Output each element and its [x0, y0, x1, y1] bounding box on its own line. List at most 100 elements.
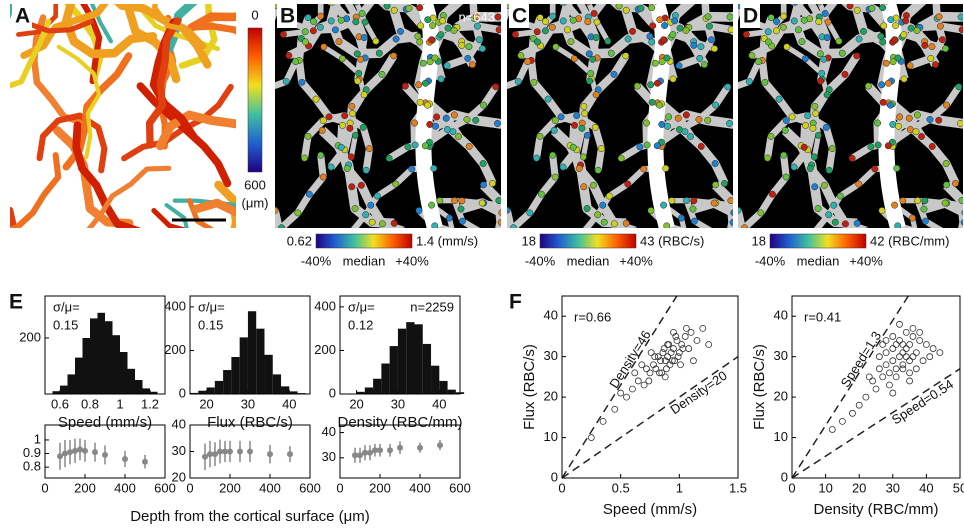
rbc-dot: [957, 241, 963, 247]
rbc-dot: [337, 16, 345, 24]
rbc-dot: [879, 98, 887, 106]
mean-point: [417, 444, 423, 451]
scatter-point: [629, 385, 636, 393]
rbc-dot: [736, 250, 742, 256]
rbc-dot: [711, 160, 719, 167]
rbc-dot: [907, 24, 915, 32]
rbc-dot: [811, 102, 819, 110]
rbc-dot: [585, 4, 591, 6]
x-tick-label: 20: [852, 480, 866, 495]
rbc-dot: [362, 211, 370, 219]
scatter-point: [912, 349, 920, 357]
scatter-point: [889, 357, 897, 365]
rbc-dot: [915, 287, 921, 293]
image-d: [711, 0, 963, 337]
rbc-dot: [817, 77, 825, 85]
rbc-dot: [894, 222, 902, 228]
rbc-dot: [415, 81, 423, 89]
rbc-dot: [864, 82, 872, 90]
y-tick-label: 200: [164, 342, 186, 357]
vessel: [187, 12, 236, 32]
x-tick-label: 0.5: [612, 480, 630, 495]
x-tick-label: 0: [186, 480, 193, 495]
scatter-point: [902, 345, 910, 352]
scatter-point: [892, 373, 900, 381]
rbc-dot: [421, 79, 429, 87]
rbc-dot: [489, 231, 495, 237]
scatter-point: [658, 369, 666, 377]
rbc-dot: [592, 91, 600, 99]
vessel: [20, 4, 109, 60]
rbc-dot: [397, 27, 404, 35]
rbc-dot: [526, 209, 534, 217]
x-axis-label: Flux (RBC/s): [207, 414, 293, 431]
colorbar-max: 43 (RBC/s): [640, 233, 704, 248]
x-axis-label: Speed (mm/s): [603, 501, 697, 518]
ref-line-label: Density=46: [606, 328, 654, 391]
colorbar-scale: +40%: [849, 253, 883, 268]
rbc-dot: [816, 50, 824, 58]
rbc-dot: [262, 86, 268, 92]
rbc-dot: [597, 145, 605, 152]
image-b: [262, 0, 501, 235]
colorbar-scale: +40%: [395, 253, 429, 268]
y-tick-label: 40: [544, 308, 558, 323]
rbc-dot: [696, 54, 704, 62]
rbc-dot: [431, 54, 439, 62]
rbc-dot: [310, 18, 317, 25]
ref-line-label: Speed=0.54: [889, 376, 956, 427]
rbc-dot: [648, 98, 656, 106]
hist-bar: [397, 328, 407, 394]
rbc-dot: [824, 18, 832, 26]
rbc-dot: [646, 32, 654, 40]
rbc-dot: [804, 112, 812, 120]
rbc-dot: [805, 0, 811, 1]
rbc-dot: [927, 54, 935, 62]
axes-box: [189, 295, 311, 395]
rbc-dot: [821, 10, 829, 17]
rbc-dot: [292, 58, 300, 66]
rbc-dot: [732, 272, 738, 278]
rbc-dot: [798, 38, 806, 46]
rbc-dot: [674, 114, 682, 122]
rbc-dot: [928, 43, 936, 51]
hist-bar: [67, 374, 75, 394]
rbc-dot: [277, 229, 283, 235]
rbc-dot: [647, 207, 655, 215]
rbc-dot: [534, 38, 541, 46]
rbc-dot: [871, 165, 879, 173]
rbc-dot: [437, 31, 445, 39]
colorbar-scale: +40%: [619, 253, 653, 268]
hist-bar: [127, 368, 135, 394]
rbc-dot: [378, 220, 386, 228]
rbc-dot: [458, 4, 461, 5]
rbc-dot: [730, 209, 733, 217]
rbc-dot: [726, 304, 732, 310]
rbc-dot: [961, 209, 963, 216]
rbc-dot: [940, 289, 946, 295]
rbc-dot: [757, 209, 765, 217]
rbc-dot: [711, 331, 717, 337]
rbc-dot: [887, 16, 895, 24]
rbc-dot: [790, 163, 798, 171]
rbc-dot: [495, 26, 501, 34]
scatter-point: [651, 353, 659, 361]
scatter-point: [889, 345, 897, 352]
scatter-point: [906, 341, 913, 348]
rbc-dot: [342, 0, 348, 1]
rbc-dot: [764, 28, 772, 36]
scatter-point: [643, 365, 650, 373]
rbc-dot: [664, 122, 671, 130]
rbc-dot: [583, 131, 591, 139]
rbc-dot: [878, 207, 886, 215]
rbc-dot: [594, 166, 602, 174]
colorbar-min: 18: [752, 233, 766, 248]
vessel: [10, 4, 16, 20]
rbc-dot: [936, 22, 944, 30]
y-tick-label: 1: [34, 431, 41, 446]
mean-point: [362, 449, 368, 456]
rbc-dot: [489, 179, 496, 187]
rbc-dot: [864, 227, 868, 228]
rbc-dot: [655, 101, 663, 109]
vessel: [86, 165, 172, 228]
